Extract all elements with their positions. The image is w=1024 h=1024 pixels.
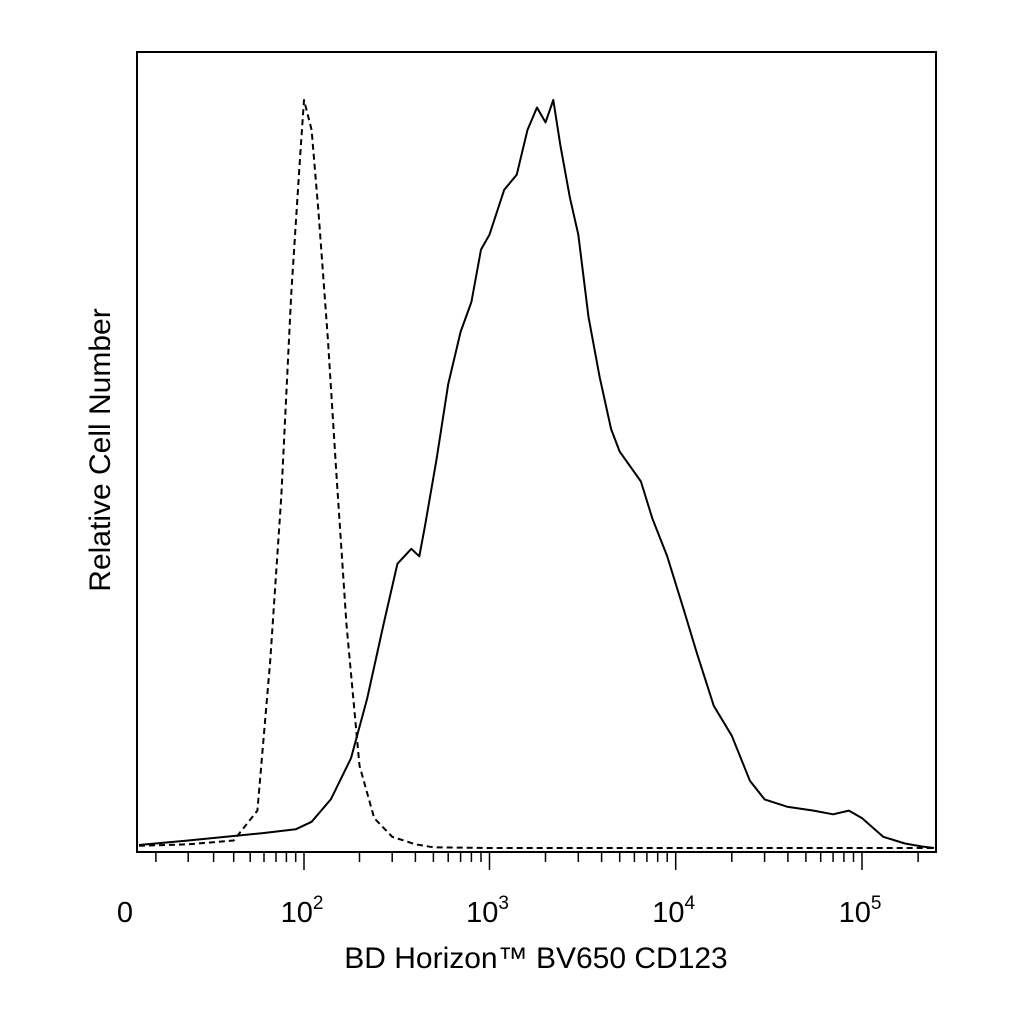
series-layer — [138, 99, 935, 849]
x-tick-label-1e4: 104 — [652, 893, 695, 929]
x-tick-label-1e3: 103 — [466, 893, 509, 929]
x-tick-label-1e5: 105 — [839, 893, 882, 929]
x-tick-label-1e2: 102 — [281, 893, 324, 929]
plot-frame — [136, 51, 937, 853]
isotype-control-histogram — [138, 99, 934, 849]
x-axis-ticks — [155, 852, 919, 870]
x-axis-label: BD Horizon™ BV650 CD123 — [344, 942, 728, 975]
stained-histogram — [138, 99, 935, 849]
y-axis-label: Relative Cell Number — [84, 308, 117, 591]
x-tick-label-zero: 0 — [117, 897, 133, 929]
x-axis-tick-labels: 0 102 103 104 105 — [117, 893, 882, 929]
